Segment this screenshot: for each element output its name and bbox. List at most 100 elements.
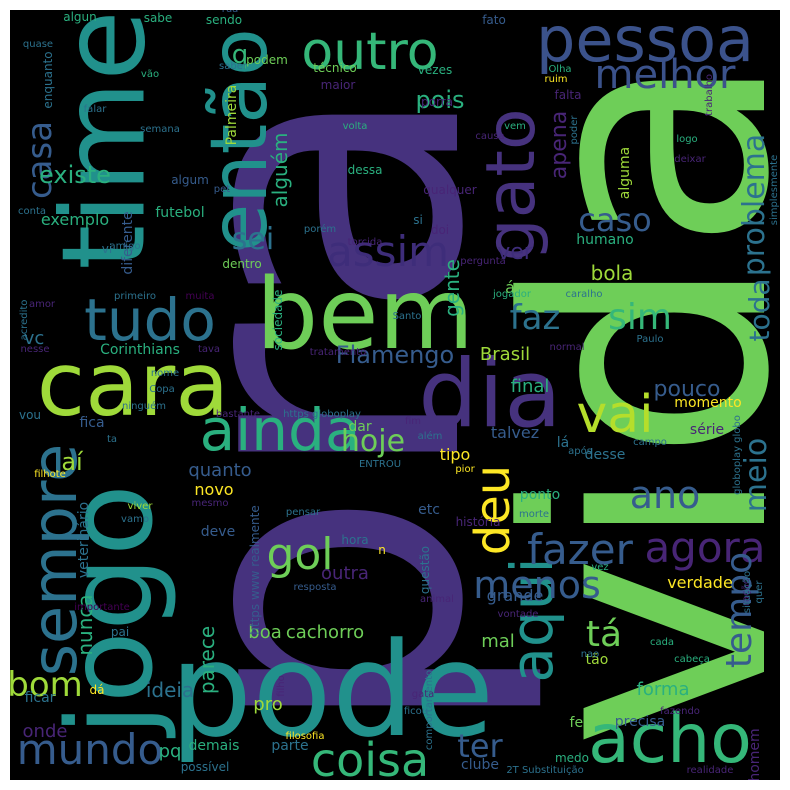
word-154: após xyxy=(568,446,592,457)
word-127: conta xyxy=(17,206,47,217)
word-175: quer xyxy=(754,580,765,604)
word-145: nesse xyxy=(20,344,50,355)
word-146: tava xyxy=(197,344,221,355)
word-153: fim xyxy=(404,416,422,427)
word-96: dentro xyxy=(222,257,262,271)
word-47: ideia xyxy=(145,678,195,702)
word-191: fazendo xyxy=(660,706,700,717)
word-134: pergunta xyxy=(460,256,506,267)
word-92: desse xyxy=(584,447,626,463)
word-105: sendo xyxy=(205,13,243,27)
word-37: bom xyxy=(10,665,83,705)
word-137: primeiro xyxy=(114,291,156,302)
word-156: ENTROU xyxy=(358,459,402,470)
word-163: vamo xyxy=(121,514,149,525)
word-168: hora xyxy=(341,533,369,547)
word-157: além xyxy=(417,431,443,442)
word-4: time xyxy=(37,10,172,270)
word-147: tratamento xyxy=(309,347,367,358)
word-181: vontade xyxy=(497,609,539,620)
word-54: exemplo xyxy=(40,210,110,229)
word-52: aí xyxy=(61,448,83,476)
word-59: vc xyxy=(23,328,45,349)
word-10: pessoa xyxy=(535,10,755,76)
word-192: filosofia xyxy=(285,731,325,742)
word-112: falar xyxy=(83,104,107,115)
word-44: q xyxy=(231,40,249,70)
word-25: menos xyxy=(473,563,601,607)
word-124: deixar xyxy=(674,154,706,165)
word-171: morte xyxy=(518,509,550,520)
word-23: melhor xyxy=(594,52,736,98)
word-88: parte xyxy=(271,738,309,754)
word-170: questão xyxy=(418,545,432,595)
word-100: maior xyxy=(320,78,356,92)
word-26: ano xyxy=(629,473,701,517)
word-89: demais xyxy=(188,738,240,754)
word-104: falta xyxy=(554,88,582,102)
word-107: algun xyxy=(63,10,97,24)
word-119: vem xyxy=(504,121,526,132)
word-66: mal xyxy=(481,631,515,652)
word-188: dá xyxy=(89,683,105,697)
word-83: dar xyxy=(348,419,372,435)
word-50: gente xyxy=(440,259,464,317)
word-117: trabalho xyxy=(704,74,715,116)
word-87: precisa xyxy=(614,714,666,730)
word-71: quanto xyxy=(188,460,252,481)
word-51: bola xyxy=(590,261,634,285)
word-187: ficar xyxy=(24,690,56,706)
word-91: série xyxy=(689,422,725,438)
word-69: Corinthians xyxy=(100,342,180,358)
word-118: simplesmente xyxy=(769,154,780,226)
word-122: poder xyxy=(569,115,580,145)
word-167: pensar xyxy=(285,507,321,518)
word-136: amor xyxy=(28,299,56,310)
word-190: ficou xyxy=(403,706,429,717)
word-73: talvez xyxy=(490,423,540,442)
word-178: animal xyxy=(420,594,454,605)
word-79: Palmeira xyxy=(224,84,240,146)
word-183: cada xyxy=(649,637,675,648)
word-18: vai xyxy=(576,385,654,445)
word-60: final xyxy=(510,376,550,397)
word-56: cachorro xyxy=(285,622,365,643)
word-cloud: pra vida pode jogo time bem cara dia então acho pe… xyxy=(10,10,780,780)
word-140: jogador xyxy=(493,289,531,300)
word-40: existe xyxy=(39,161,111,189)
word-9: acho xyxy=(588,700,752,779)
word-152: https globoplay xyxy=(283,409,361,420)
word-81: fica xyxy=(79,415,105,431)
word-7: dia xyxy=(418,340,562,449)
word-195: 2T Substituição xyxy=(506,765,584,776)
word-77: humano xyxy=(576,232,634,248)
word-160: pior xyxy=(455,464,475,475)
word-16: outro xyxy=(301,22,439,82)
word-80: futebol xyxy=(155,205,205,221)
word-164: mesmo xyxy=(191,498,229,509)
word-19: mundo xyxy=(16,725,164,774)
word-113: semana xyxy=(140,124,180,135)
word-33: problema xyxy=(737,133,772,277)
word-139: sociedade xyxy=(271,289,285,351)
word-189: gata xyxy=(411,689,435,700)
word-85: tão xyxy=(585,652,609,668)
word-55: boa xyxy=(248,622,282,643)
word-72: novo xyxy=(194,480,234,499)
word-148: nome xyxy=(150,368,180,379)
word-143: Paulo xyxy=(636,334,664,345)
word-99: podem xyxy=(246,53,288,67)
word-36: sei xyxy=(231,222,275,257)
word-48: pouco xyxy=(653,377,721,402)
word-98: técnico xyxy=(313,61,357,75)
word-49: alguém xyxy=(268,132,292,208)
word-162: viver xyxy=(127,501,153,512)
word-5: bem xyxy=(256,258,474,372)
word-29: sim xyxy=(608,297,672,338)
word-94: lá xyxy=(556,435,570,451)
word-58: pq xyxy=(158,741,182,762)
word-108: rua xyxy=(222,10,239,15)
word-179: importante xyxy=(74,602,130,613)
word-2: pode xyxy=(169,614,495,766)
word-106: sabe xyxy=(143,11,173,25)
